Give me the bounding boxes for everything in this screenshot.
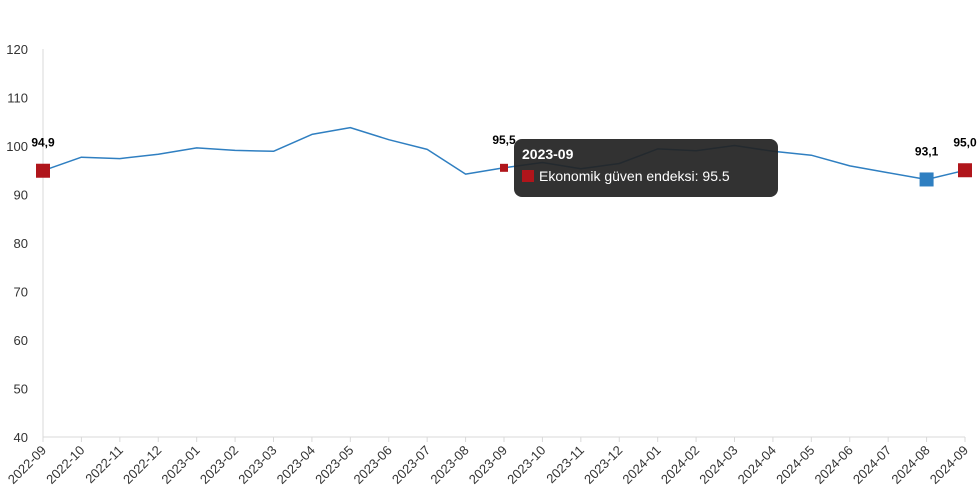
y-tick-label: 80: [14, 236, 28, 251]
marker-layer: [36, 163, 972, 187]
highlight-marker[interactable]: [36, 163, 50, 178]
x-tick-label: 2024-02: [658, 443, 702, 487]
data-label: 95,5: [492, 133, 516, 147]
tooltip-title: 2023-09: [522, 146, 574, 162]
x-tick-label: 2022-09: [5, 443, 49, 487]
x-tick-label: 2023-12: [581, 443, 625, 487]
y-tick-label: 110: [7, 91, 28, 106]
highlight-marker[interactable]: [500, 163, 508, 172]
highlight-marker[interactable]: [919, 172, 934, 187]
tooltip: 2023-09 Ekonomik güven endeksi: 95.5: [514, 139, 778, 197]
y-tick-label: 50: [14, 382, 28, 397]
x-axis: 2022-092022-102022-112022-122023-012023-…: [5, 436, 971, 487]
y-tick-label: 120: [6, 42, 28, 57]
y-tick-label: 90: [14, 188, 28, 203]
x-tick-label: 2023-07: [389, 443, 433, 487]
x-tick-label: 2023-10: [504, 443, 548, 487]
x-tick-label: 2022-10: [43, 443, 87, 487]
data-label: 93,1: [915, 144, 939, 158]
tooltip-swatch: [522, 170, 534, 182]
x-tick-label: 2023-02: [197, 443, 241, 487]
x-tick-label: 2023-05: [312, 443, 356, 487]
x-tick-label: 2024-09: [927, 443, 971, 487]
x-tick-label: 2024-01: [619, 443, 663, 487]
x-tick-label: 2024-04: [735, 443, 779, 487]
x-tick-label: 2024-08: [888, 443, 932, 487]
highlight-marker[interactable]: [958, 163, 972, 178]
data-label: 94,9: [31, 136, 55, 150]
x-tick-label: 2023-04: [274, 443, 318, 487]
y-tick-label: 40: [14, 430, 28, 445]
x-tick-label: 2024-06: [812, 443, 856, 487]
x-tick-label: 2023-01: [158, 443, 202, 487]
data-label: 95,0: [953, 135, 977, 149]
label-layer: 94,9 95,5 93,1 95,0: [31, 133, 977, 159]
x-tick-label: 2023-08: [427, 443, 471, 487]
tooltip-label: Ekonomik güven endeksi: 95.5: [539, 168, 730, 184]
y-tick-label: 100: [6, 139, 28, 154]
y-axis: 40 50 60 70 80 90 100 110 120: [6, 42, 44, 445]
x-tick-label: 2024-05: [773, 443, 817, 487]
x-tick-label: 2024-03: [696, 443, 740, 487]
x-tick-label: 2023-06: [351, 443, 395, 487]
y-tick-label: 70: [14, 285, 28, 300]
x-tick-label: 2023-03: [235, 443, 279, 487]
x-tick-label: 2022-12: [120, 443, 164, 487]
x-tick-label: 2023-09: [466, 443, 510, 487]
tooltip-row: Ekonomik güven endeksi: 95.5: [522, 168, 770, 184]
y-tick-label: 60: [14, 333, 28, 348]
x-tick-label: 2024-07: [850, 443, 894, 487]
x-tick-label: 2022-11: [82, 443, 126, 487]
x-tick-label: 2023-11: [543, 443, 587, 487]
